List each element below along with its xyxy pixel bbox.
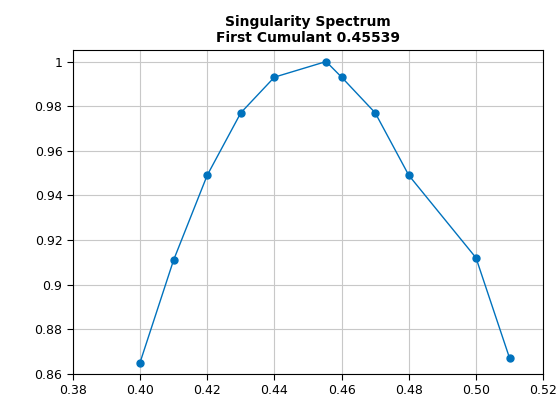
Title: Singularity Spectrum
First Cumulant 0.45539: Singularity Spectrum First Cumulant 0.45…: [216, 15, 400, 45]
